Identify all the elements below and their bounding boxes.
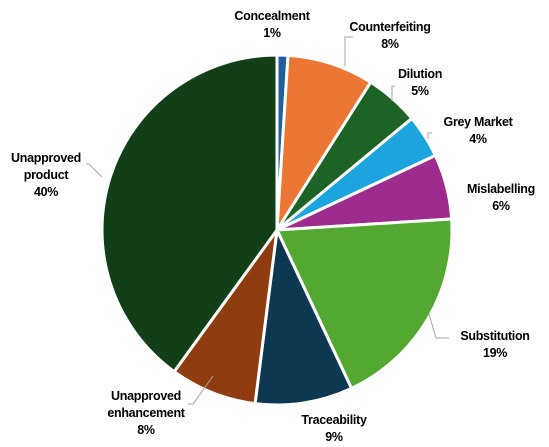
data-label-percent: 5% bbox=[411, 84, 429, 98]
pie-slices bbox=[100, 53, 454, 407]
leader-line-dilution bbox=[391, 85, 395, 101]
data-label-name: Substitution bbox=[460, 329, 529, 343]
data-label-percent: 8% bbox=[381, 37, 399, 51]
data-label-unapproved-product: Unapproved product 40% bbox=[11, 151, 81, 199]
data-label-percent: 6% bbox=[492, 199, 510, 213]
data-label-traceability: Traceability 9% bbox=[301, 413, 367, 444]
data-label-name: product bbox=[24, 168, 70, 182]
data-label-name: Unapproved bbox=[11, 151, 81, 165]
pie-slice-traceability bbox=[253, 228, 354, 407]
leader-lines bbox=[86, 36, 449, 405]
data-label-name: Grey Market bbox=[444, 115, 514, 129]
data-label-name: Dilution bbox=[398, 67, 442, 81]
data-label-percent: 19% bbox=[483, 346, 507, 360]
data-label-unapproved-enhancement: Unapproved enhancement 8% bbox=[107, 389, 185, 437]
data-label-percent: 1% bbox=[263, 26, 281, 40]
pie-slice-unapproved-product bbox=[100, 53, 279, 374]
leader-line-unapproved-enhancement bbox=[188, 375, 214, 405]
data-label-concealment: Concealment 1% bbox=[234, 9, 310, 40]
data-label-counterfeiting: Counterfeiting 8% bbox=[349, 20, 430, 51]
data-label-grey-market: Grey Market 4% bbox=[444, 115, 514, 146]
data-label-percent: 4% bbox=[469, 132, 487, 146]
data-label-percent: 40% bbox=[34, 185, 58, 199]
data-label-name: Mislabelling bbox=[467, 182, 535, 196]
leader-line-counterfeiting bbox=[344, 36, 353, 66]
data-label-percent: 9% bbox=[325, 430, 343, 444]
leader-line-substitution bbox=[428, 313, 449, 339]
data-label-name: Counterfeiting bbox=[349, 20, 430, 34]
data-label-name: Concealment bbox=[234, 9, 310, 23]
data-labels: Concealment 1% Counterfeiting 8% Dilution 5% G… bbox=[11, 9, 535, 444]
data-label-dilution: Dilution 5% bbox=[398, 67, 442, 98]
leader-line-grey-market bbox=[427, 132, 432, 139]
data-label-name: Traceability bbox=[301, 413, 367, 427]
pie-slice-substitution bbox=[275, 217, 454, 390]
data-label-substitution: Substitution 19% bbox=[460, 329, 529, 360]
data-label-name: enhancement bbox=[107, 406, 185, 420]
leader-line-unapproved-product bbox=[86, 163, 103, 178]
data-label-percent: 8% bbox=[137, 423, 155, 437]
data-label-name: Unapproved bbox=[111, 389, 181, 403]
data-label-mislabelling: Mislabelling 6% bbox=[467, 182, 535, 213]
